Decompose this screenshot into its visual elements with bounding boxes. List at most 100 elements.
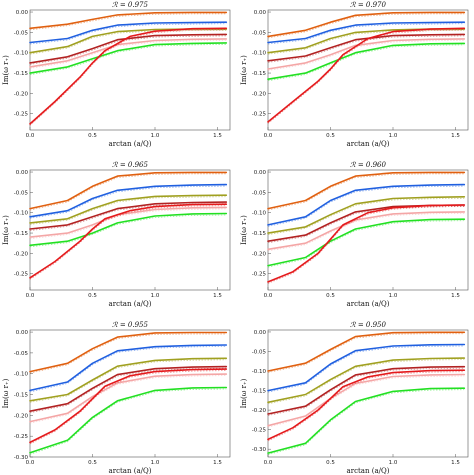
chart-panel-5: ℛ = 0.955 0.00 -0.05 -0.10 -0.15 -0.20 -0.25 -0… xyxy=(2,321,231,475)
panel-title: ℛ = 0.955 xyxy=(112,321,148,329)
y-tick-label: -0.10 xyxy=(252,51,267,57)
series-line-darkred xyxy=(29,33,228,64)
plot-frame xyxy=(267,169,469,291)
y-tick-label: -0.20 xyxy=(252,408,267,414)
series-line-orange xyxy=(267,11,466,38)
y-tick-label: -0.15 xyxy=(252,71,267,77)
chart-panel-1: ℛ = 0.975 0.00 -0.05 -0.10 -0.15 -0.20 -0.25 0.… xyxy=(2,1,231,148)
series-dashed-darkred xyxy=(267,35,465,63)
x-tick-label: 0.0 xyxy=(26,293,35,299)
x-tick-label: 0.5 xyxy=(326,293,335,299)
series-line-green xyxy=(267,42,466,80)
y-tick-label: -0.30 xyxy=(14,455,29,461)
y-tick-label: 0.00 xyxy=(16,10,29,16)
y-tick-label: -0.05 xyxy=(14,30,29,36)
x-tick-label: 1.5 xyxy=(451,133,460,139)
series-dashed-olive xyxy=(267,30,465,55)
y-tick-label: -0.25 xyxy=(252,428,267,434)
y-axis-label: Im(ω r₊) xyxy=(2,55,10,85)
series-line-darkred xyxy=(267,33,466,62)
y-axis-label: Im(ω r₊) xyxy=(240,215,248,245)
series-dashed-green xyxy=(29,214,227,248)
y-tick-label: -0.05 xyxy=(14,351,29,357)
y-tick-label: 0.00 xyxy=(16,170,29,176)
series-line-red xyxy=(267,369,466,441)
y-tick-label: 0.00 xyxy=(254,10,267,16)
x-tick-label: 1.0 xyxy=(151,133,160,139)
series-line-green xyxy=(29,386,228,454)
x-tick-label: 1.0 xyxy=(389,133,398,139)
x-tick-label: 0.5 xyxy=(88,293,97,299)
x-tick-label: 0.5 xyxy=(326,460,335,466)
y-tick-label: -0.05 xyxy=(252,349,267,355)
series-dashed-orange xyxy=(29,173,227,211)
y-axis-label: Im(ω r₊) xyxy=(240,378,248,408)
series-line-red xyxy=(29,27,228,125)
plot-frame xyxy=(29,329,231,458)
y-axis-label: Im(ω r₊) xyxy=(240,55,248,85)
series-line-darkred xyxy=(29,201,228,230)
y-tick-label: -0.15 xyxy=(14,71,29,77)
x-axis-label: arctan (a/Q) xyxy=(109,140,152,148)
series-line-red xyxy=(267,204,466,283)
series-dashed-green xyxy=(267,389,465,455)
y-tick-label: -0.25 xyxy=(252,272,267,278)
series-line-olive xyxy=(29,194,228,224)
series-dashed-pink xyxy=(267,213,465,252)
series-line-orange xyxy=(267,171,466,210)
series-dashed-darkred xyxy=(29,367,227,414)
y-tick-label: -0.25 xyxy=(252,112,267,118)
series-line-blue xyxy=(29,183,228,218)
series-dashed-pink xyxy=(29,40,227,69)
x-axis-label: arctan (a/Q) xyxy=(347,300,390,308)
series-line-red xyxy=(29,203,228,279)
series-dashed-orange xyxy=(267,13,465,39)
x-tick-label: 0.5 xyxy=(88,460,97,466)
y-axis-label: Im(ω r₊) xyxy=(2,215,10,245)
x-tick-label: 1.5 xyxy=(451,293,460,299)
x-axis-label: arctan (a/Q) xyxy=(109,300,152,308)
y-tick-label: -0.05 xyxy=(14,190,29,196)
series-line-orange xyxy=(29,331,228,373)
series-dashed-pink xyxy=(267,375,465,428)
plot-frame xyxy=(29,169,231,291)
chart-panel-4: ℛ = 0.960 0.00 -0.05 -0.10 -0.15 -0.20 -0.25 0.… xyxy=(240,161,469,308)
x-axis-label: arctan (a/Q) xyxy=(109,467,152,475)
series-dashed-red xyxy=(29,205,227,280)
x-tick-label: 1.0 xyxy=(151,460,160,466)
series-dashed-blue xyxy=(29,23,227,45)
series-line-orange xyxy=(267,331,466,372)
series-line-orange xyxy=(29,11,228,30)
series-line-olive xyxy=(29,357,228,402)
series-dashed-red xyxy=(29,29,227,126)
panel-title: ℛ = 0.965 xyxy=(112,161,148,169)
series-line-pink xyxy=(29,373,228,423)
y-tick-label: -0.20 xyxy=(14,413,29,419)
plot-frame xyxy=(29,9,231,131)
series-line-red xyxy=(29,368,228,444)
panel-title: ℛ = 0.950 xyxy=(350,321,386,329)
series-line-darkred xyxy=(29,365,228,413)
series-dashed-green xyxy=(29,44,227,75)
y-tick-label: -0.20 xyxy=(14,251,29,257)
series-line-olive xyxy=(267,28,466,54)
y-tick-label: -0.25 xyxy=(14,434,29,440)
series-dashed-green xyxy=(29,388,227,455)
series-line-blue xyxy=(267,21,466,44)
series-line-pink xyxy=(267,211,466,251)
y-tick-label: -0.10 xyxy=(14,372,29,378)
series-line-olive xyxy=(267,196,466,234)
series-dashed-olive xyxy=(267,197,465,235)
x-tick-label: 1.5 xyxy=(213,460,222,466)
y-tick-label: -0.25 xyxy=(14,112,29,118)
y-tick-label: -0.30 xyxy=(252,447,267,453)
y-tick-label: -0.20 xyxy=(14,91,29,97)
panel-title: ℛ = 0.975 xyxy=(112,1,148,9)
x-tick-label: 1.0 xyxy=(389,460,398,466)
panel-title: ℛ = 0.970 xyxy=(350,1,386,9)
series-line-green xyxy=(29,42,228,74)
y-tick-label: 0.00 xyxy=(254,330,267,336)
series-line-red xyxy=(267,27,466,123)
series-dashed-darkred xyxy=(29,35,227,65)
